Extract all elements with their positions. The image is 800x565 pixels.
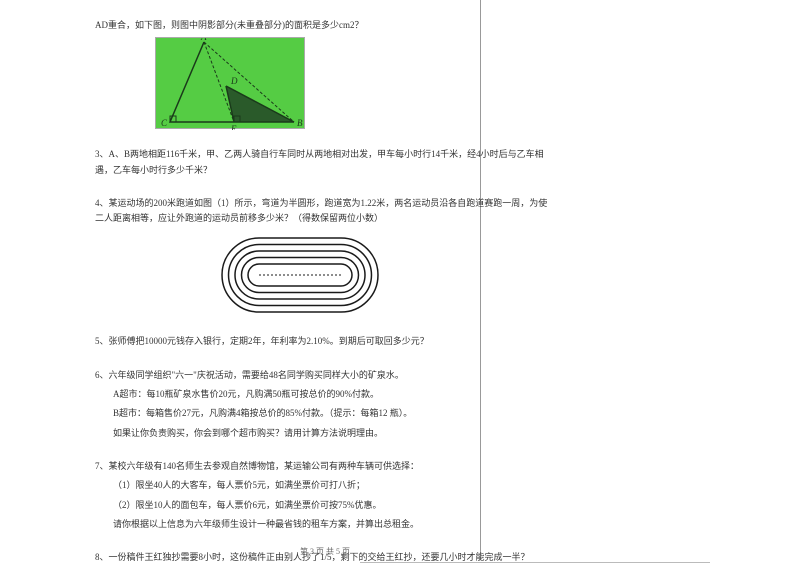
q3-text: 3、A、B两地相距116千米，甲、乙两人骑自行车同时从两地相对出发，甲车每小时行…	[95, 147, 555, 178]
q2-text: AD重合，如下图，则图中阴影部分(未重叠部分)的面积是多少cm2？	[95, 18, 555, 33]
svg-text:B: B	[297, 118, 303, 128]
svg-text:A: A	[200, 38, 207, 42]
q7-head: 7、某校六年级有140名师生去参观自然博物馆，某运输公司有两种车辆可供选择：	[95, 459, 555, 474]
q4-text: 4、某运动场的200米跑道如图（1）所示，弯道为半圆形，跑道宽为1.22米，两名…	[95, 196, 555, 227]
q5-text: 5、张师傅把10000元钱存入银行，定期2年，年利率为2.10%。到期后可取回多…	[95, 334, 555, 349]
svg-text:C: C	[161, 118, 168, 128]
q7-a: （1）限坐40人的大客车，每人票价5元，如满坐票价可打八折；	[95, 478, 555, 493]
track-figure	[195, 234, 405, 316]
question-7: 7、某校六年级有140名师生去参观自然博物馆，某运输公司有两种车辆可供选择： （…	[95, 459, 555, 532]
triangle-figure: A B C D E	[155, 37, 305, 129]
q6-head: 6、六年级同学组织"六一"庆祝活动，需要给48名同学购买同样大小的矿泉水。	[95, 368, 555, 383]
question-5: 5、张师傅把10000元钱存入银行，定期2年，年利率为2.10%。到期后可取回多…	[95, 334, 555, 349]
question-4: 4、某运动场的200米跑道如图（1）所示，弯道为半圆形，跑道宽为1.22米，两名…	[95, 196, 555, 317]
svg-text:E: E	[230, 124, 237, 130]
bottom-rule	[360, 562, 710, 563]
q7-c: 请你根据以上信息为六年级师生设计一种最省钱的租车方案，并算出总租金。	[95, 517, 555, 532]
q7-b: （2）限坐10人的面包车，每人票价6元，如满坐票价可按75%优惠。	[95, 498, 555, 513]
q6-b: B超市：每箱售价27元，凡购满4箱按总价的85%付款。（提示：每箱12 瓶）。	[95, 406, 555, 421]
q6-a: A超市：每10瓶矿泉水售价20元，凡购满50瓶可按总价的90%付款。	[95, 387, 555, 402]
q6-c: 如果让你负责购买，你会到哪个超市购买？请用计算方法说明理由。	[95, 426, 555, 441]
page-footer: 第 3 页 共 5 页	[95, 546, 555, 557]
question-2-tail: AD重合，如下图，则图中阴影部分(未重叠部分)的面积是多少cm2？ A B C …	[95, 18, 555, 129]
question-3: 3、A、B两地相距116千米，甲、乙两人骑自行车同时从两地相对出发，甲车每小时行…	[95, 147, 555, 178]
question-6: 6、六年级同学组织"六一"庆祝活动，需要给48名同学购买同样大小的矿泉水。 A超…	[95, 368, 555, 441]
svg-text:D: D	[230, 76, 238, 86]
page-content: AD重合，如下图，则图中阴影部分(未重叠部分)的面积是多少cm2？ A B C …	[95, 0, 555, 565]
